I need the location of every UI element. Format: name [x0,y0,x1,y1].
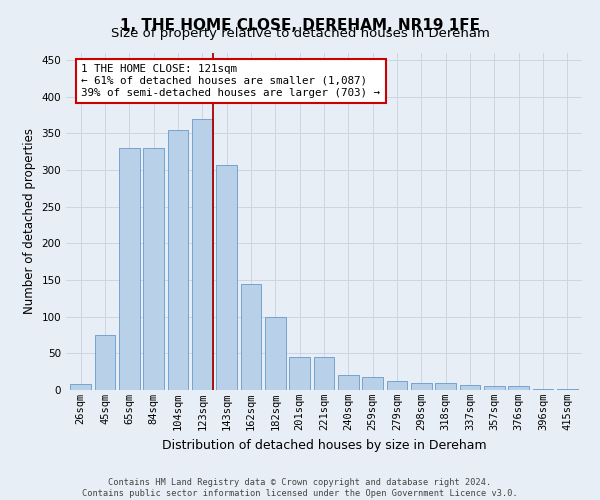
Bar [533,388,553,390]
Bar [216,165,237,390]
X-axis label: Distribution of detached houses by size in Dereham: Distribution of detached houses by size … [161,438,487,452]
Text: Size of property relative to detached houses in Dereham: Size of property relative to detached ho… [110,28,490,40]
Bar [192,118,212,390]
Bar [338,376,359,390]
Bar [484,386,505,390]
Bar [411,382,432,390]
Bar [167,130,188,390]
Bar [119,148,140,390]
Text: Contains HM Land Registry data © Crown copyright and database right 2024.
Contai: Contains HM Land Registry data © Crown c… [82,478,518,498]
Bar [386,381,407,390]
Y-axis label: Number of detached properties: Number of detached properties [23,128,36,314]
Bar [314,357,334,390]
Bar [557,388,578,390]
Bar [436,382,456,390]
Bar [362,377,383,390]
Bar [508,386,529,390]
Bar [265,316,286,390]
Bar [95,335,115,390]
Bar [289,357,310,390]
Text: 1 THE HOME CLOSE: 121sqm
← 61% of detached houses are smaller (1,087)
39% of sem: 1 THE HOME CLOSE: 121sqm ← 61% of detach… [82,64,380,98]
Bar [70,384,91,390]
Bar [241,284,262,390]
Bar [460,385,481,390]
Text: 1, THE HOME CLOSE, DEREHAM, NR19 1FE: 1, THE HOME CLOSE, DEREHAM, NR19 1FE [120,18,480,32]
Bar [143,148,164,390]
